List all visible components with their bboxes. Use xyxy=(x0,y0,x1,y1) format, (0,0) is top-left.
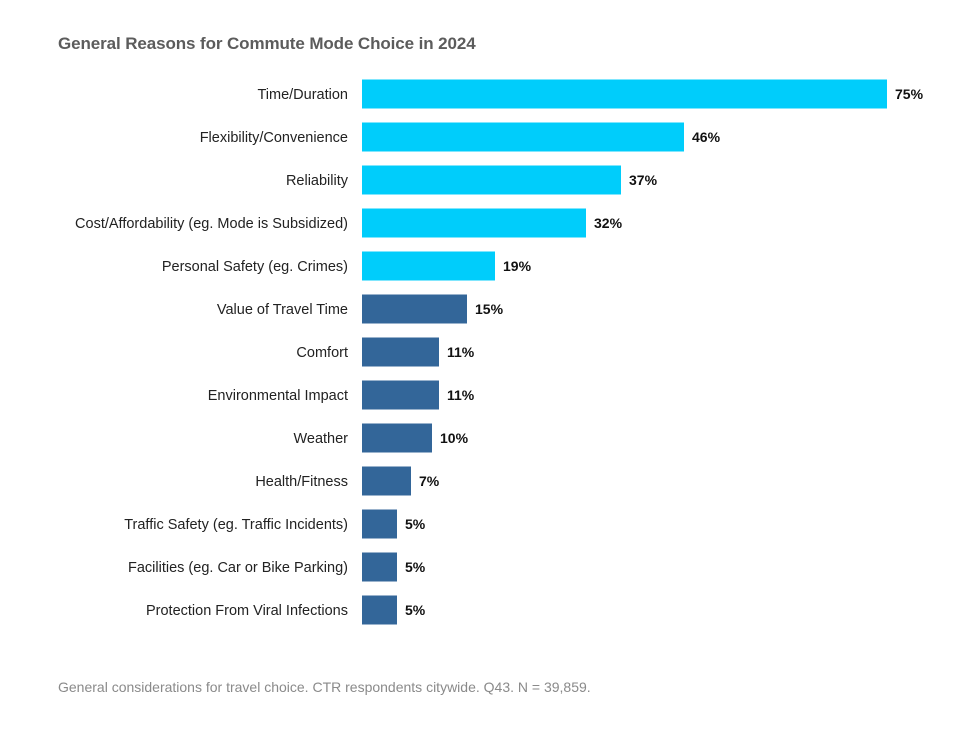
chart-footnote: General considerations for travel choice… xyxy=(58,679,591,695)
bar-traffic-safety-eg-traffic-incidents xyxy=(362,509,397,539)
bar-chart: Time/Duration 75% Flexibility/Convenience 4… xyxy=(75,79,924,625)
bar-cost-affordability-eg-mode-is-subsidized xyxy=(362,208,586,238)
value-label-cost-affordability-eg-mode-is-subsidized: 32% xyxy=(594,215,623,231)
value-label-environmental-impact: 11% xyxy=(447,387,475,403)
category-label-weather: Weather xyxy=(293,431,348,447)
value-label-reliability: 37% xyxy=(629,172,658,188)
category-label-traffic-safety-eg-traffic-incidents: Traffic Safety (eg. Traffic Incidents) xyxy=(124,517,348,533)
category-label-comfort: Comfort xyxy=(296,345,348,361)
bar-facilities-eg-car-or-bike-parking xyxy=(362,552,397,582)
value-label-value-of-travel-time: 15% xyxy=(475,301,504,317)
bar-protection-from-viral-infections xyxy=(362,595,397,625)
bar-health-fitness xyxy=(362,466,411,496)
value-label-health-fitness: 7% xyxy=(419,473,440,489)
bar-reliability xyxy=(362,165,621,195)
category-label-environmental-impact: Environmental Impact xyxy=(208,388,348,404)
category-label-time-duration: Time/Duration xyxy=(257,87,348,103)
bar-environmental-impact xyxy=(362,380,439,410)
bar-time-duration xyxy=(362,79,887,109)
category-label-value-of-travel-time: Value of Travel Time xyxy=(217,302,348,318)
value-label-time-duration: 75% xyxy=(895,86,924,102)
bar-personal-safety-eg-crimes xyxy=(362,251,495,281)
value-label-personal-safety-eg-crimes: 19% xyxy=(503,258,532,274)
category-label-personal-safety-eg-crimes: Personal Safety (eg. Crimes) xyxy=(162,259,348,275)
category-label-flexibility-convenience: Flexibility/Convenience xyxy=(200,130,348,146)
bar-weather xyxy=(362,423,432,453)
value-label-traffic-safety-eg-traffic-incidents: 5% xyxy=(405,516,426,532)
bar-flexibility-convenience xyxy=(362,122,684,152)
chart-title: General Reasons for Commute Mode Choice … xyxy=(58,34,476,53)
bar-comfort xyxy=(362,337,439,367)
category-label-cost-affordability-eg-mode-is-subsidized: Cost/Affordability (eg. Mode is Subsidiz… xyxy=(75,216,348,232)
category-label-reliability: Reliability xyxy=(286,173,349,189)
value-label-protection-from-viral-infections: 5% xyxy=(405,602,426,618)
category-label-protection-from-viral-infections: Protection From Viral Infections xyxy=(146,603,348,619)
bar-value-of-travel-time xyxy=(362,294,467,324)
value-label-facilities-eg-car-or-bike-parking: 5% xyxy=(405,559,426,575)
value-label-weather: 10% xyxy=(440,430,469,446)
category-label-facilities-eg-car-or-bike-parking: Facilities (eg. Car or Bike Parking) xyxy=(128,560,348,576)
value-label-comfort: 11% xyxy=(447,344,475,360)
category-label-health-fitness: Health/Fitness xyxy=(255,474,348,490)
value-label-flexibility-convenience: 46% xyxy=(692,129,721,145)
